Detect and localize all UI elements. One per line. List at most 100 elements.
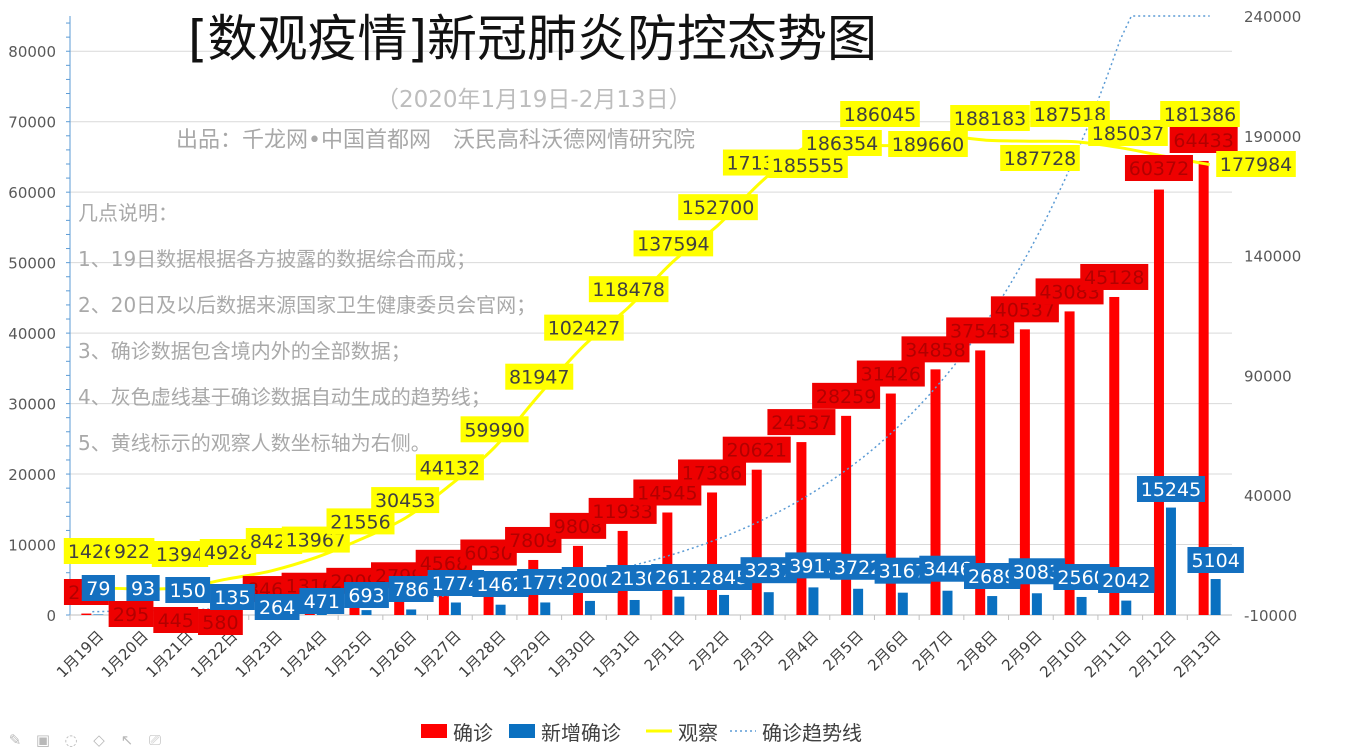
data-label-confirmed: 4568 [420, 553, 468, 575]
bar-new-confirmed [584, 600, 595, 615]
bar-confirmed [1019, 329, 1030, 615]
data-label-confirmed-box [812, 382, 881, 409]
camera-icon[interactable]: ⎚ [148, 731, 161, 749]
data-label-new-confirmed: 15245 [1141, 479, 1201, 501]
data-label-new-confirmed: 2130 [610, 568, 658, 590]
x-tick-label: 2月13日 [1170, 627, 1224, 681]
data-label-confirmed: 37543 [950, 320, 1010, 342]
x-tick-label: 1月27日 [411, 627, 465, 681]
data-label-observed: 177984 [1220, 154, 1293, 176]
data-label-observed: 181386 [1164, 104, 1237, 126]
bar-new-confirmed [853, 588, 864, 615]
data-label-new-confirmed-box [1098, 567, 1155, 593]
y-left-tick-label: 30000 [8, 396, 56, 414]
data-label-observed-box [888, 131, 968, 157]
data-label-confirmed-box [198, 609, 243, 635]
chart-title: [数观疫情]新冠肺炎防控态势图 [188, 10, 878, 68]
data-label-observed: 30453 [375, 490, 435, 512]
x-tick-label: 1月28日 [455, 627, 509, 681]
data-label-new-confirmed: 150 [170, 580, 206, 602]
chart-credit: 出品：千龙网•中国首都网 沃民高科沃德网情研究院 [176, 128, 695, 153]
x-tick-label: 1月20日 [98, 627, 152, 681]
data-label-confirmed-box [153, 607, 199, 633]
y-right-tick-label: 90000 [1244, 367, 1292, 385]
data-label-confirmed: 28259 [816, 386, 876, 408]
bar-new-confirmed [450, 602, 461, 615]
x-tick-label: 1月30日 [545, 627, 599, 681]
data-label-new-confirmed-box [126, 575, 160, 601]
x-tick-label: 1月25日 [321, 627, 375, 681]
data-label-observed: 186354 [806, 133, 879, 155]
data-label-observed-box [950, 105, 1030, 131]
data-label-new-confirmed-box [299, 588, 345, 614]
pen-icon[interactable]: ✎ [8, 731, 22, 749]
legend-label: 观察 [678, 721, 718, 745]
data-label-new-confirmed-box [1187, 547, 1244, 573]
data-label-observed-box [1000, 145, 1080, 171]
bar-new-confirmed [674, 596, 685, 615]
data-label-observed-box [678, 194, 758, 221]
data-label-new-confirmed-box [254, 594, 300, 620]
data-label-new-confirmed: 264 [259, 597, 295, 619]
data-label-new-confirmed-box [344, 582, 389, 608]
bar-confirmed [1109, 296, 1120, 615]
data-label-observed-box [505, 363, 574, 390]
y-left-tick-label: 10000 [8, 537, 56, 555]
data-label-new-confirmed: 79 [86, 578, 110, 600]
data-label-observed-box [768, 152, 848, 178]
data-label-observed: 188183 [954, 108, 1027, 130]
data-label-new-confirmed: 2689 [968, 566, 1016, 588]
data-label-new-confirmed: 3722 [834, 557, 882, 579]
bar-confirmed [394, 595, 405, 615]
note-item: 3、确诊数据包含境内外的全部数据； [78, 339, 411, 363]
lasso-icon[interactable]: ◌ [64, 731, 78, 749]
data-label-new-confirmed: 2611 [655, 567, 703, 589]
data-label-confirmed-box [1080, 263, 1149, 290]
data-label-observed-box [544, 314, 624, 341]
data-label-confirmed: 34858 [905, 339, 965, 361]
eraser-icon[interactable]: ◇ [93, 731, 105, 749]
image-icon[interactable]: ▣ [35, 731, 51, 749]
x-tick-label: 2月3日 [730, 627, 777, 674]
bar-new-confirmed [93, 614, 104, 615]
data-label-confirmed: 45128 [1084, 267, 1144, 289]
pointer-icon[interactable]: ↖ [120, 731, 134, 749]
bar-confirmed [438, 582, 449, 615]
x-tick-label: 1月31日 [589, 627, 643, 681]
data-label-observed-box [151, 541, 209, 567]
note-item: 5、黄线标示的观察人数坐标轴为右侧。 [78, 431, 431, 455]
data-label-observed: 186045 [844, 104, 917, 126]
data-label-new-confirmed: 2560 [1057, 567, 1105, 589]
data-label-confirmed: 295 [113, 604, 149, 626]
data-label-observed-box [840, 101, 920, 127]
data-label-observed-box [1160, 101, 1240, 127]
bar-new-confirmed [897, 592, 908, 615]
data-label-confirmed-box [767, 409, 836, 436]
note-item: 2、20日及以后数据来源国家卫生健康委员会官网； [78, 293, 537, 317]
data-label-confirmed: 14545 [637, 483, 697, 505]
data-label-observed: 102427 [548, 318, 621, 340]
bar-confirmed [796, 442, 807, 615]
data-label-new-confirmed: 1774 [432, 573, 480, 595]
data-label-observed-box [633, 230, 714, 257]
x-tick-label: 1月23日 [232, 627, 286, 681]
data-label-confirmed-box [678, 459, 747, 486]
x-tick-label: 1月22日 [187, 627, 241, 681]
x-tick-label: 2月7日 [909, 627, 956, 674]
data-label-confirmed: 60372 [1129, 158, 1189, 180]
data-label-observed: 44132 [420, 457, 480, 479]
data-label-new-confirmed: 3917 [789, 555, 837, 577]
data-label-observed: 152700 [682, 197, 755, 219]
note-item: 1、19日数据根据各方披露的数据综合而成； [78, 247, 477, 271]
legend-swatch [421, 724, 447, 738]
data-label-new-confirmed: 1779 [521, 572, 569, 594]
y-left-tick-label: 40000 [8, 325, 56, 343]
bar-new-confirmed [1165, 507, 1176, 615]
data-label-observed: 1394 [156, 544, 204, 566]
data-labels: 2042954455808461316200927994568603078099… [63, 101, 1296, 635]
note-item: 4、灰色虚线基于确诊数据自动生成的趋势线； [78, 385, 491, 409]
bar-new-confirmed [361, 610, 372, 615]
y-left-tick-label: 70000 [8, 114, 56, 132]
x-tick-label: 1月29日 [500, 627, 554, 681]
